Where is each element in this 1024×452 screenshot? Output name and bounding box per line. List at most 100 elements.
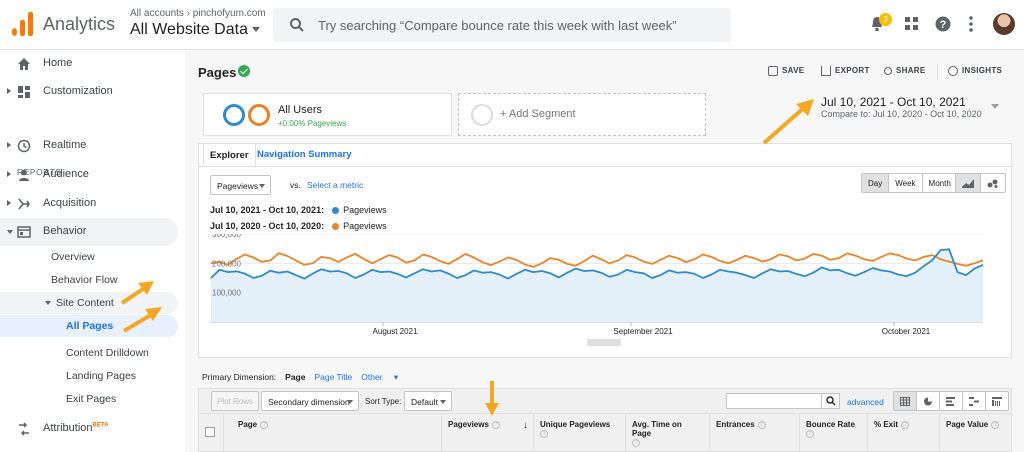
dimension-page-title[interactable]: Page Title — [314, 372, 353, 382]
col-bounce-rate[interactable]: Bounce Rate? — [799, 414, 867, 452]
chevron-down-icon — [251, 27, 260, 33]
col-unique-pageviews[interactable]: Unique Pageviews? — [533, 414, 625, 452]
month-button[interactable]: Month — [928, 179, 951, 188]
comparison-view-button[interactable] — [963, 392, 986, 410]
sidebar-item-behavior-flow[interactable]: Behavior Flow — [51, 274, 118, 286]
col-pageviews[interactable]: Pageviews? ↓ — [441, 414, 533, 452]
advanced-filter-link[interactable]: advanced — [847, 397, 884, 407]
home-icon — [18, 58, 30, 70]
chart-collapse-handle — [587, 339, 621, 346]
performance-view-button[interactable] — [940, 392, 963, 410]
line-chart-button[interactable] — [956, 174, 981, 192]
sidebar-item-audience[interactable]: Audience — [0, 161, 178, 189]
avatar[interactable] — [993, 13, 1015, 35]
week-button[interactable]: Week — [889, 174, 923, 192]
legend-dot — [332, 207, 340, 215]
percentage-view-button[interactable] — [917, 392, 940, 410]
motion-chart-button[interactable] — [981, 174, 1005, 192]
tab-navigation-summary[interactable]: Navigation Summary — [257, 149, 352, 160]
sidebar-item-all-pages[interactable]: All Pages — [0, 315, 178, 337]
table-search-button[interactable] — [821, 393, 840, 409]
line-chart[interactable]: 300,000 200,000 100,000 August 2021 Septembe… — [199, 234, 1011, 358]
plot-rows-button[interactable]: Plot Rows — [211, 391, 260, 411]
col-label: Avg. Time on Page — [632, 420, 682, 438]
search-input[interactable]: Try searching “Compare bounce rate this … — [273, 8, 731, 42]
col-page-value[interactable]: Page Value? — [939, 414, 1013, 452]
sidebar-item-label: Audience — [43, 168, 89, 180]
pivot-icon — [992, 397, 1002, 406]
beta-badge: BETA — [92, 422, 109, 429]
col-label: Unique Pageviews — [540, 420, 611, 429]
top-bar: Analytics All accounts › pinchofyum.com … — [0, 0, 1024, 50]
help-icon[interactable]: ? — [935, 16, 951, 32]
select-metric-link[interactable]: Select a metric — [307, 180, 364, 190]
col-exit[interactable]: % Exit? — [867, 414, 939, 452]
comparison-icon — [969, 397, 979, 406]
chevron-right-icon — [7, 88, 11, 94]
sidebar-item-acquisition[interactable]: Acquisition — [0, 190, 178, 218]
col-avg-time-on-page[interactable]: Avg. Time on Page? — [625, 414, 709, 452]
account-selector[interactable]: All Website Data — [130, 21, 260, 39]
sidebar-item-content-drilldown[interactable]: Content Drilldown — [66, 347, 149, 359]
tab-explorer[interactable]: Explorer — [203, 143, 256, 166]
pie-chart-icon — [924, 397, 932, 406]
export-button[interactable]: EXPORT — [821, 66, 870, 76]
sidebar-item-landing-pages[interactable]: Landing Pages — [66, 370, 137, 382]
compare-prefix: Compare to: — [821, 109, 871, 119]
day-button[interactable]: Day — [862, 174, 890, 192]
notification-badge: 3 — [879, 13, 892, 26]
table-grid-icon — [900, 397, 910, 406]
sort-type-select[interactable]: Default — [404, 391, 452, 411]
save-button[interactable]: SAVE — [768, 66, 804, 76]
sidebar-item-customization[interactable]: Customization — [0, 78, 178, 106]
date-range-caret-icon[interactable] — [991, 104, 999, 109]
col-label: Page — [238, 420, 258, 429]
sidebar-item-exit-pages[interactable]: Exit Pages — [66, 393, 117, 405]
sidebar-item-label: Site Content — [56, 297, 114, 309]
help-icon: ? — [757, 420, 766, 429]
help-icon: ? — [491, 420, 500, 429]
col-label: % Exit — [874, 420, 899, 429]
account-name: All Website Data — [130, 21, 248, 38]
sidebar-item-home[interactable]: Home — [0, 50, 178, 78]
more-vert-icon[interactable] — [969, 16, 973, 32]
help-icon: ? — [632, 438, 640, 447]
apps-grid-icon[interactable] — [905, 17, 919, 31]
dimension-page[interactable]: Page — [285, 372, 306, 382]
account-breadcrumb[interactable]: All accounts › pinchofyum.com — [130, 8, 266, 19]
dimension-other[interactable]: Other ▾ — [361, 372, 399, 382]
export-icon — [821, 66, 831, 76]
vs-label: vs. — [290, 180, 301, 190]
sidebar-item-overview[interactable]: Overview — [51, 251, 95, 263]
share-button[interactable]: SHARE — [884, 66, 926, 75]
sidebar-item-attribution[interactable]: AttributionBETA — [0, 415, 178, 443]
insights-label: INSIGHTS — [962, 66, 1003, 76]
sort-desc-icon: ↓ — [523, 420, 528, 431]
col-entrances[interactable]: Entrances? — [709, 414, 799, 452]
compare-dates: Jul 10, 2020 - Oct 10, 2020 — [873, 109, 982, 119]
sidebar-item-realtime[interactable]: Realtime — [0, 132, 178, 160]
table-filter-input[interactable] — [726, 393, 822, 409]
legend-period: Jul 10, 2020 - Oct 10, 2020: — [210, 221, 325, 231]
date-range[interactable]: Jul 10, 2021 - Oct 10, 2021 — [821, 95, 966, 109]
help-icon: ? — [806, 429, 814, 438]
data-table-view-button[interactable] — [894, 392, 917, 410]
insights-button[interactable]: INSIGHTS — [948, 66, 1002, 76]
secondary-dimension-select[interactable]: Secondary dimension — [261, 391, 359, 411]
sidebar-item-site-content[interactable]: Site Content — [0, 292, 178, 314]
segment-all-users[interactable]: All Users +0.00% Pageviews — [203, 93, 452, 136]
sidebar-item-behavior[interactable]: Behavior — [0, 218, 178, 246]
chevron-right-icon — [7, 142, 11, 148]
help-icon: ? — [901, 420, 910, 429]
compare-range[interactable]: Compare to: Jul 10, 2020 - Oct 10, 2020 — [821, 109, 982, 119]
metric-select[interactable]: Pageviews — [210, 175, 271, 195]
pivot-view-button[interactable] — [986, 392, 1008, 410]
sidebar-item-label: Acquisition — [43, 197, 97, 209]
analytics-logo-icon[interactable] — [12, 12, 34, 36]
add-segment-button[interactable]: + Add Segment — [458, 93, 706, 136]
col-page[interactable]: Page? — [223, 414, 441, 452]
app-name[interactable]: Analytics — [43, 14, 116, 34]
select-all-checkbox[interactable] — [205, 427, 215, 437]
toolbar-divider — [937, 64, 938, 80]
help-icon: ? — [260, 420, 269, 429]
